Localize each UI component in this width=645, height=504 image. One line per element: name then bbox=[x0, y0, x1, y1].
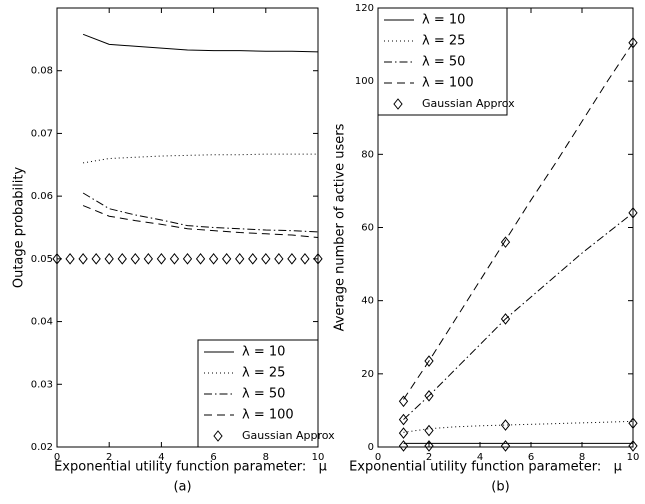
line bbox=[83, 153, 318, 164]
y-tick-label: 80 bbox=[361, 149, 374, 160]
line bbox=[403, 42, 634, 400]
y-tick-label: 120 bbox=[355, 3, 374, 14]
marker bbox=[424, 424, 434, 437]
marker bbox=[65, 253, 75, 265]
marker bbox=[78, 253, 88, 265]
marker bbox=[91, 253, 101, 265]
marker bbox=[208, 253, 219, 265]
marker bbox=[500, 236, 511, 248]
marker bbox=[261, 253, 271, 265]
x-tick-label: 4 bbox=[158, 452, 164, 463]
marker bbox=[143, 253, 153, 265]
marker bbox=[424, 355, 434, 367]
line bbox=[403, 212, 634, 420]
marker bbox=[398, 395, 409, 408]
y-tick-label: 40 bbox=[361, 296, 374, 307]
marker bbox=[222, 253, 232, 265]
marker bbox=[169, 253, 180, 265]
y-tick-label: 0.02 bbox=[31, 442, 53, 453]
x-tick-label: 2 bbox=[106, 452, 112, 463]
x-tick-label: 10 bbox=[312, 452, 325, 463]
marker bbox=[156, 253, 167, 265]
marker bbox=[130, 253, 140, 265]
legend-marker bbox=[393, 98, 403, 110]
x-tick-label: 6 bbox=[210, 452, 216, 463]
marker bbox=[398, 427, 409, 439]
legend-label: Gaussian Approx bbox=[422, 97, 515, 110]
marker bbox=[424, 440, 434, 452]
x-axis-label: Exponential utility function parameter: … bbox=[54, 460, 327, 475]
marker bbox=[195, 253, 206, 265]
y-tick-label: 0 bbox=[368, 442, 374, 453]
line bbox=[82, 33, 319, 53]
x-tick-label: 8 bbox=[263, 452, 269, 463]
legend-label: λ = 10 bbox=[422, 13, 465, 28]
marker bbox=[500, 440, 511, 452]
line bbox=[403, 420, 634, 433]
x-axis-label: Exponential utility function parameter: … bbox=[349, 460, 622, 475]
legend-box bbox=[197, 339, 319, 448]
marker bbox=[500, 419, 511, 431]
legend-label: Gaussian Approx bbox=[242, 429, 335, 442]
axes-frame bbox=[56, 7, 319, 448]
marker bbox=[398, 440, 409, 452]
legend-label: λ = 50 bbox=[242, 387, 285, 402]
marker bbox=[300, 253, 310, 265]
marker bbox=[628, 207, 638, 219]
x-tick-label: 10 bbox=[627, 452, 640, 463]
y-tick-label: 100 bbox=[355, 76, 374, 87]
y-axis-label: Average number of active users bbox=[333, 123, 348, 331]
y-tick-label: 0.08 bbox=[31, 66, 53, 77]
marker bbox=[235, 253, 245, 265]
marker bbox=[628, 440, 638, 452]
y-tick-label: 0.05 bbox=[31, 254, 53, 265]
marker bbox=[104, 253, 114, 265]
y-axis-label: Outage probability bbox=[12, 167, 27, 289]
legend-label: λ = 100 bbox=[242, 408, 294, 423]
marker bbox=[117, 253, 127, 265]
caption: (b) bbox=[491, 480, 509, 495]
marker bbox=[287, 253, 297, 265]
x-tick-label: 6 bbox=[528, 452, 534, 463]
marker bbox=[628, 36, 638, 49]
marker bbox=[500, 313, 511, 325]
x-tick-label: 0 bbox=[54, 452, 60, 463]
marker bbox=[248, 253, 258, 265]
marker bbox=[182, 253, 193, 265]
line bbox=[82, 205, 319, 239]
caption: (a) bbox=[173, 480, 191, 495]
legend-label: λ = 10 bbox=[242, 345, 285, 360]
marker bbox=[52, 253, 62, 265]
marker bbox=[313, 253, 323, 265]
y-tick-label: 20 bbox=[361, 369, 374, 380]
legend-label: λ = 25 bbox=[422, 34, 465, 49]
marker bbox=[628, 417, 638, 430]
y-tick-label: 0.04 bbox=[31, 317, 53, 328]
x-tick-label: 2 bbox=[426, 452, 432, 463]
legend-label: λ = 25 bbox=[242, 366, 285, 381]
y-tick-label: 0.06 bbox=[31, 191, 53, 202]
marker bbox=[424, 389, 434, 402]
y-tick-label: 0.03 bbox=[31, 379, 53, 390]
y-tick-label: 0.07 bbox=[31, 128, 53, 139]
x-tick-label: 4 bbox=[477, 452, 483, 463]
legend-label: λ = 50 bbox=[422, 55, 465, 70]
x-tick-label: 8 bbox=[579, 452, 585, 463]
line bbox=[82, 192, 319, 233]
legend-marker bbox=[213, 430, 223, 442]
legend-label: λ = 100 bbox=[422, 76, 474, 91]
marker bbox=[274, 253, 284, 265]
marker bbox=[398, 413, 409, 426]
x-tick-label: 0 bbox=[375, 452, 381, 463]
y-tick-label: 60 bbox=[361, 223, 374, 234]
